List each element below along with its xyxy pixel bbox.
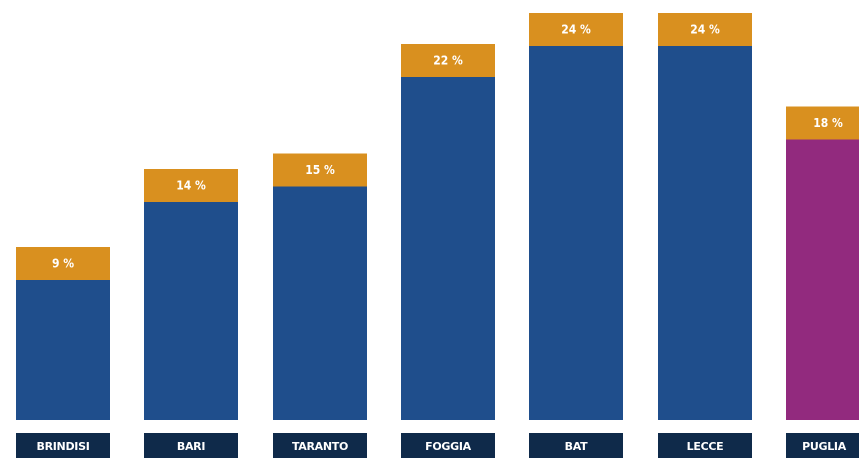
bar-lecce — [658, 46, 752, 420]
value-label-foggia: 22 % — [433, 54, 463, 68]
bar-cap-brindisi — [16, 246, 110, 280]
category-box-puglia — [786, 433, 859, 458]
bar-bat — [529, 46, 623, 420]
value-label-bat: 24 % — [561, 23, 591, 37]
value-label-puglia: 18 % — [813, 116, 843, 130]
bar-puglia — [786, 139, 859, 420]
bar-cap-taranto — [273, 153, 367, 187]
category-box-foggia — [401, 433, 495, 458]
category-box-lecce — [658, 433, 752, 458]
category-label-lecce: LECCE — [687, 440, 724, 453]
bar-cap-lecce — [658, 13, 752, 46]
value-label-bari: 14 % — [176, 178, 206, 192]
bar-cap-bari — [144, 168, 238, 202]
value-label-taranto: 15 % — [305, 163, 335, 177]
bar-cap-bat — [529, 13, 623, 46]
bar-cap-foggia — [401, 44, 495, 78]
category-label-taranto: TARANTO — [292, 440, 348, 453]
category-label-foggia: FOGGIA — [425, 440, 472, 453]
category-box-bari — [144, 433, 238, 458]
bar-foggia — [401, 77, 495, 421]
category-label-bari: BARI — [177, 440, 205, 453]
bar-taranto — [273, 186, 367, 420]
category-label-brindisi: BRINDISI — [37, 440, 90, 453]
category-label-puglia: PUGLIA — [802, 440, 847, 453]
value-label-brindisi: 9 % — [52, 256, 74, 270]
category-box-taranto — [273, 433, 367, 458]
category-label-bat: BAT — [565, 440, 588, 453]
bar-brindisi — [16, 279, 110, 420]
value-label-lecce: 24 % — [690, 23, 720, 37]
category-box-brindisi — [16, 433, 110, 458]
bar-cap-puglia — [786, 106, 859, 140]
category-labels-group: BRINDISI BARI TARANTO FOGGIA BAT LECCE PUGLIA — [16, 433, 859, 458]
category-box-bat — [529, 433, 623, 458]
bar-bari — [144, 201, 238, 420]
bars-group: 9 % 14 % 15 % 22 % 24 % 24 % 18 % — [16, 13, 859, 421]
